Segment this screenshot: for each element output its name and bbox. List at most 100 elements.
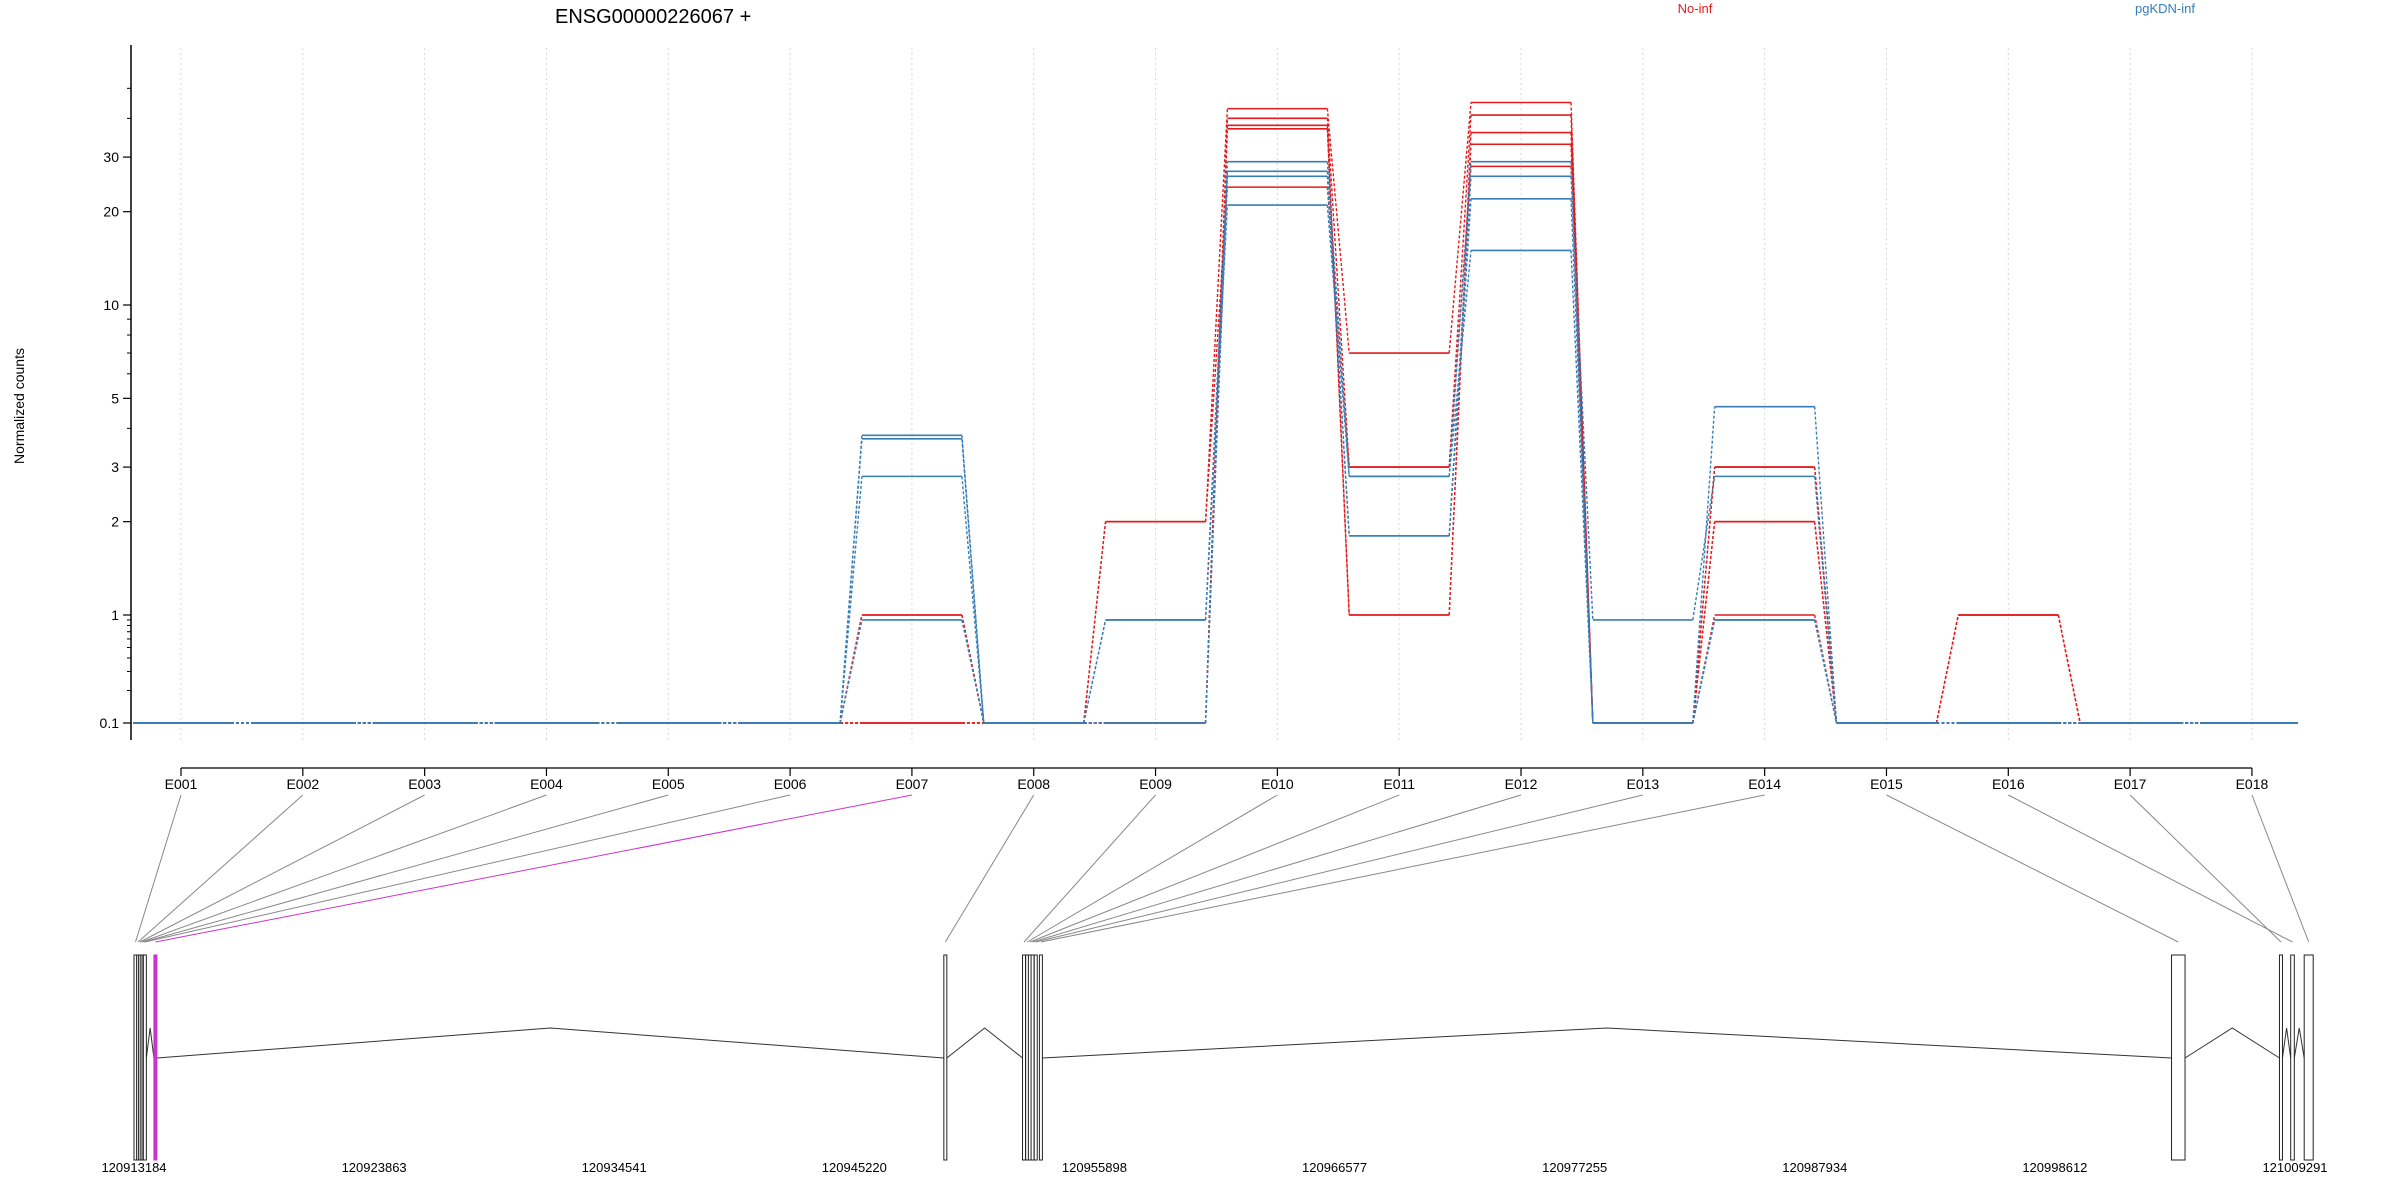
exon-link-e007 (155, 794, 913, 943)
connector (1326, 128, 1350, 616)
connector (1813, 467, 1838, 724)
exon-link-e015 (1886, 794, 2179, 943)
exon-link-e003 (139, 794, 425, 943)
connector (1935, 614, 1959, 724)
connector (1692, 619, 1716, 724)
connector (1692, 406, 1716, 724)
y-tick-label: 1 (111, 607, 119, 623)
exon-link-e014 (1040, 794, 1765, 943)
intron (2184, 1027, 2280, 1059)
gridlines (180, 48, 2253, 740)
x-tick-label-e018: E018 (2236, 776, 2269, 792)
connector (2057, 614, 2081, 724)
exon-link-e009 (1023, 794, 1156, 943)
connector (1692, 476, 1716, 621)
x-tick-label-e006: E006 (774, 776, 807, 792)
connector (1813, 467, 1838, 724)
gene-exon-e008 (943, 954, 948, 1161)
x-tick-label-e009: E009 (1139, 776, 1172, 792)
chart-title: ENSG00000226067 + (555, 6, 751, 28)
legend-label-no-inf: No-inf (1678, 1, 1713, 16)
y-tick-label: 30 (103, 149, 119, 165)
legend: No-inf pgKDN-inf (1678, 1, 2196, 16)
series-no-inf-4 (133, 165, 2298, 724)
connector (1448, 198, 1472, 536)
intron (2281, 1027, 2292, 1059)
gene-exon-e017 (2278, 954, 2283, 1161)
gene-exon-e018 (2303, 954, 2314, 1161)
connector (1204, 187, 1229, 522)
exon-link-e006 (144, 794, 791, 943)
x-tick-label-e014: E014 (1748, 776, 1781, 792)
y-tick-label: 10 (103, 297, 119, 313)
connector (1570, 176, 1594, 620)
genomic-tick-label: 120998612 (2022, 1160, 2087, 1175)
series-layer (133, 101, 2298, 724)
x-tick-label-e008: E008 (1017, 776, 1050, 792)
x-tick-label-e012: E012 (1505, 776, 1538, 792)
x-tick-label-e003: E003 (408, 776, 441, 792)
exon-link-e005 (143, 794, 669, 943)
connector (1570, 161, 1594, 724)
intron (2293, 1027, 2305, 1059)
exon-link-e002 (137, 794, 304, 943)
x-axis: E001 E002 E003 E004 E005 E006 E007 E008 E009 E010… (165, 767, 2269, 792)
exon-link-e011 (1029, 794, 1400, 943)
intron (145, 1027, 155, 1059)
genomic-tick-label: 120966577 (1302, 1160, 1367, 1175)
exon-link-e012 (1032, 794, 1522, 943)
connector (1813, 406, 1838, 724)
connector (1570, 198, 1594, 724)
exon-link-e001 (135, 794, 182, 943)
gene-exon-e015 (2171, 954, 2186, 1161)
connector (1448, 161, 1472, 477)
connector (1204, 108, 1229, 522)
x-tick-label-e002: E002 (286, 776, 319, 792)
legend-label-pgkdn-inf: pgKDN-inf (2135, 1, 2195, 16)
connector (1448, 114, 1472, 468)
exon-link-e016 (2008, 794, 2293, 943)
exon-link-e004 (141, 794, 547, 943)
gene-exon-e016 (2290, 954, 2295, 1161)
series-pgkdn-inf-7 (133, 175, 2298, 724)
y-axis: 0.1 1 2 3 5 10 20 30 (100, 45, 132, 740)
gene-model (133, 954, 2314, 1161)
exon-link-e008 (944, 794, 1035, 943)
y-axis-label: Normalized counts (11, 348, 27, 464)
connector (839, 476, 863, 724)
connector (961, 476, 985, 724)
exon-connector-layer (135, 794, 2310, 943)
y-tick-label: 3 (111, 459, 119, 475)
x-tick-label-e001: E001 (165, 776, 198, 792)
series-no-inf-3 (133, 128, 2298, 724)
connector (1204, 205, 1229, 620)
exon-link-e013 (1035, 794, 1643, 943)
connector (961, 619, 985, 724)
genomic-tick-label: 120955898 (1062, 1160, 1127, 1175)
genomic-tick-label: 120913184 (101, 1160, 166, 1175)
gene-exon-e006 (142, 954, 147, 1161)
connector (1083, 619, 1107, 724)
y-tick-label: 5 (111, 390, 119, 406)
gene-exon-e009 (1022, 954, 1027, 1161)
genomic-tick-label: 120987934 (1782, 1160, 1847, 1175)
x-tick-label-e007: E007 (896, 776, 929, 792)
genomic-tick-label: 120977255 (1542, 1160, 1607, 1175)
x-tick-label-e013: E013 (1626, 776, 1659, 792)
exon-link-e010 (1026, 794, 1278, 943)
connector (1692, 521, 1716, 724)
connector (1326, 118, 1350, 468)
connector (1326, 176, 1350, 536)
genomic-tick-label: 120923863 (342, 1160, 407, 1175)
connector (1813, 521, 1838, 724)
gene-exon-e007 (153, 954, 158, 1161)
connector (1813, 476, 1838, 724)
connector (1570, 250, 1594, 724)
gene-exon-e012 (1030, 954, 1035, 1161)
exon-link-e017 (2129, 794, 2282, 943)
gene-exon-e013 (1033, 954, 1038, 1161)
connector (961, 438, 985, 724)
genomic-tick-label: 121009291 (2262, 1160, 2327, 1175)
x-tick-label-e011: E011 (1383, 776, 1415, 792)
